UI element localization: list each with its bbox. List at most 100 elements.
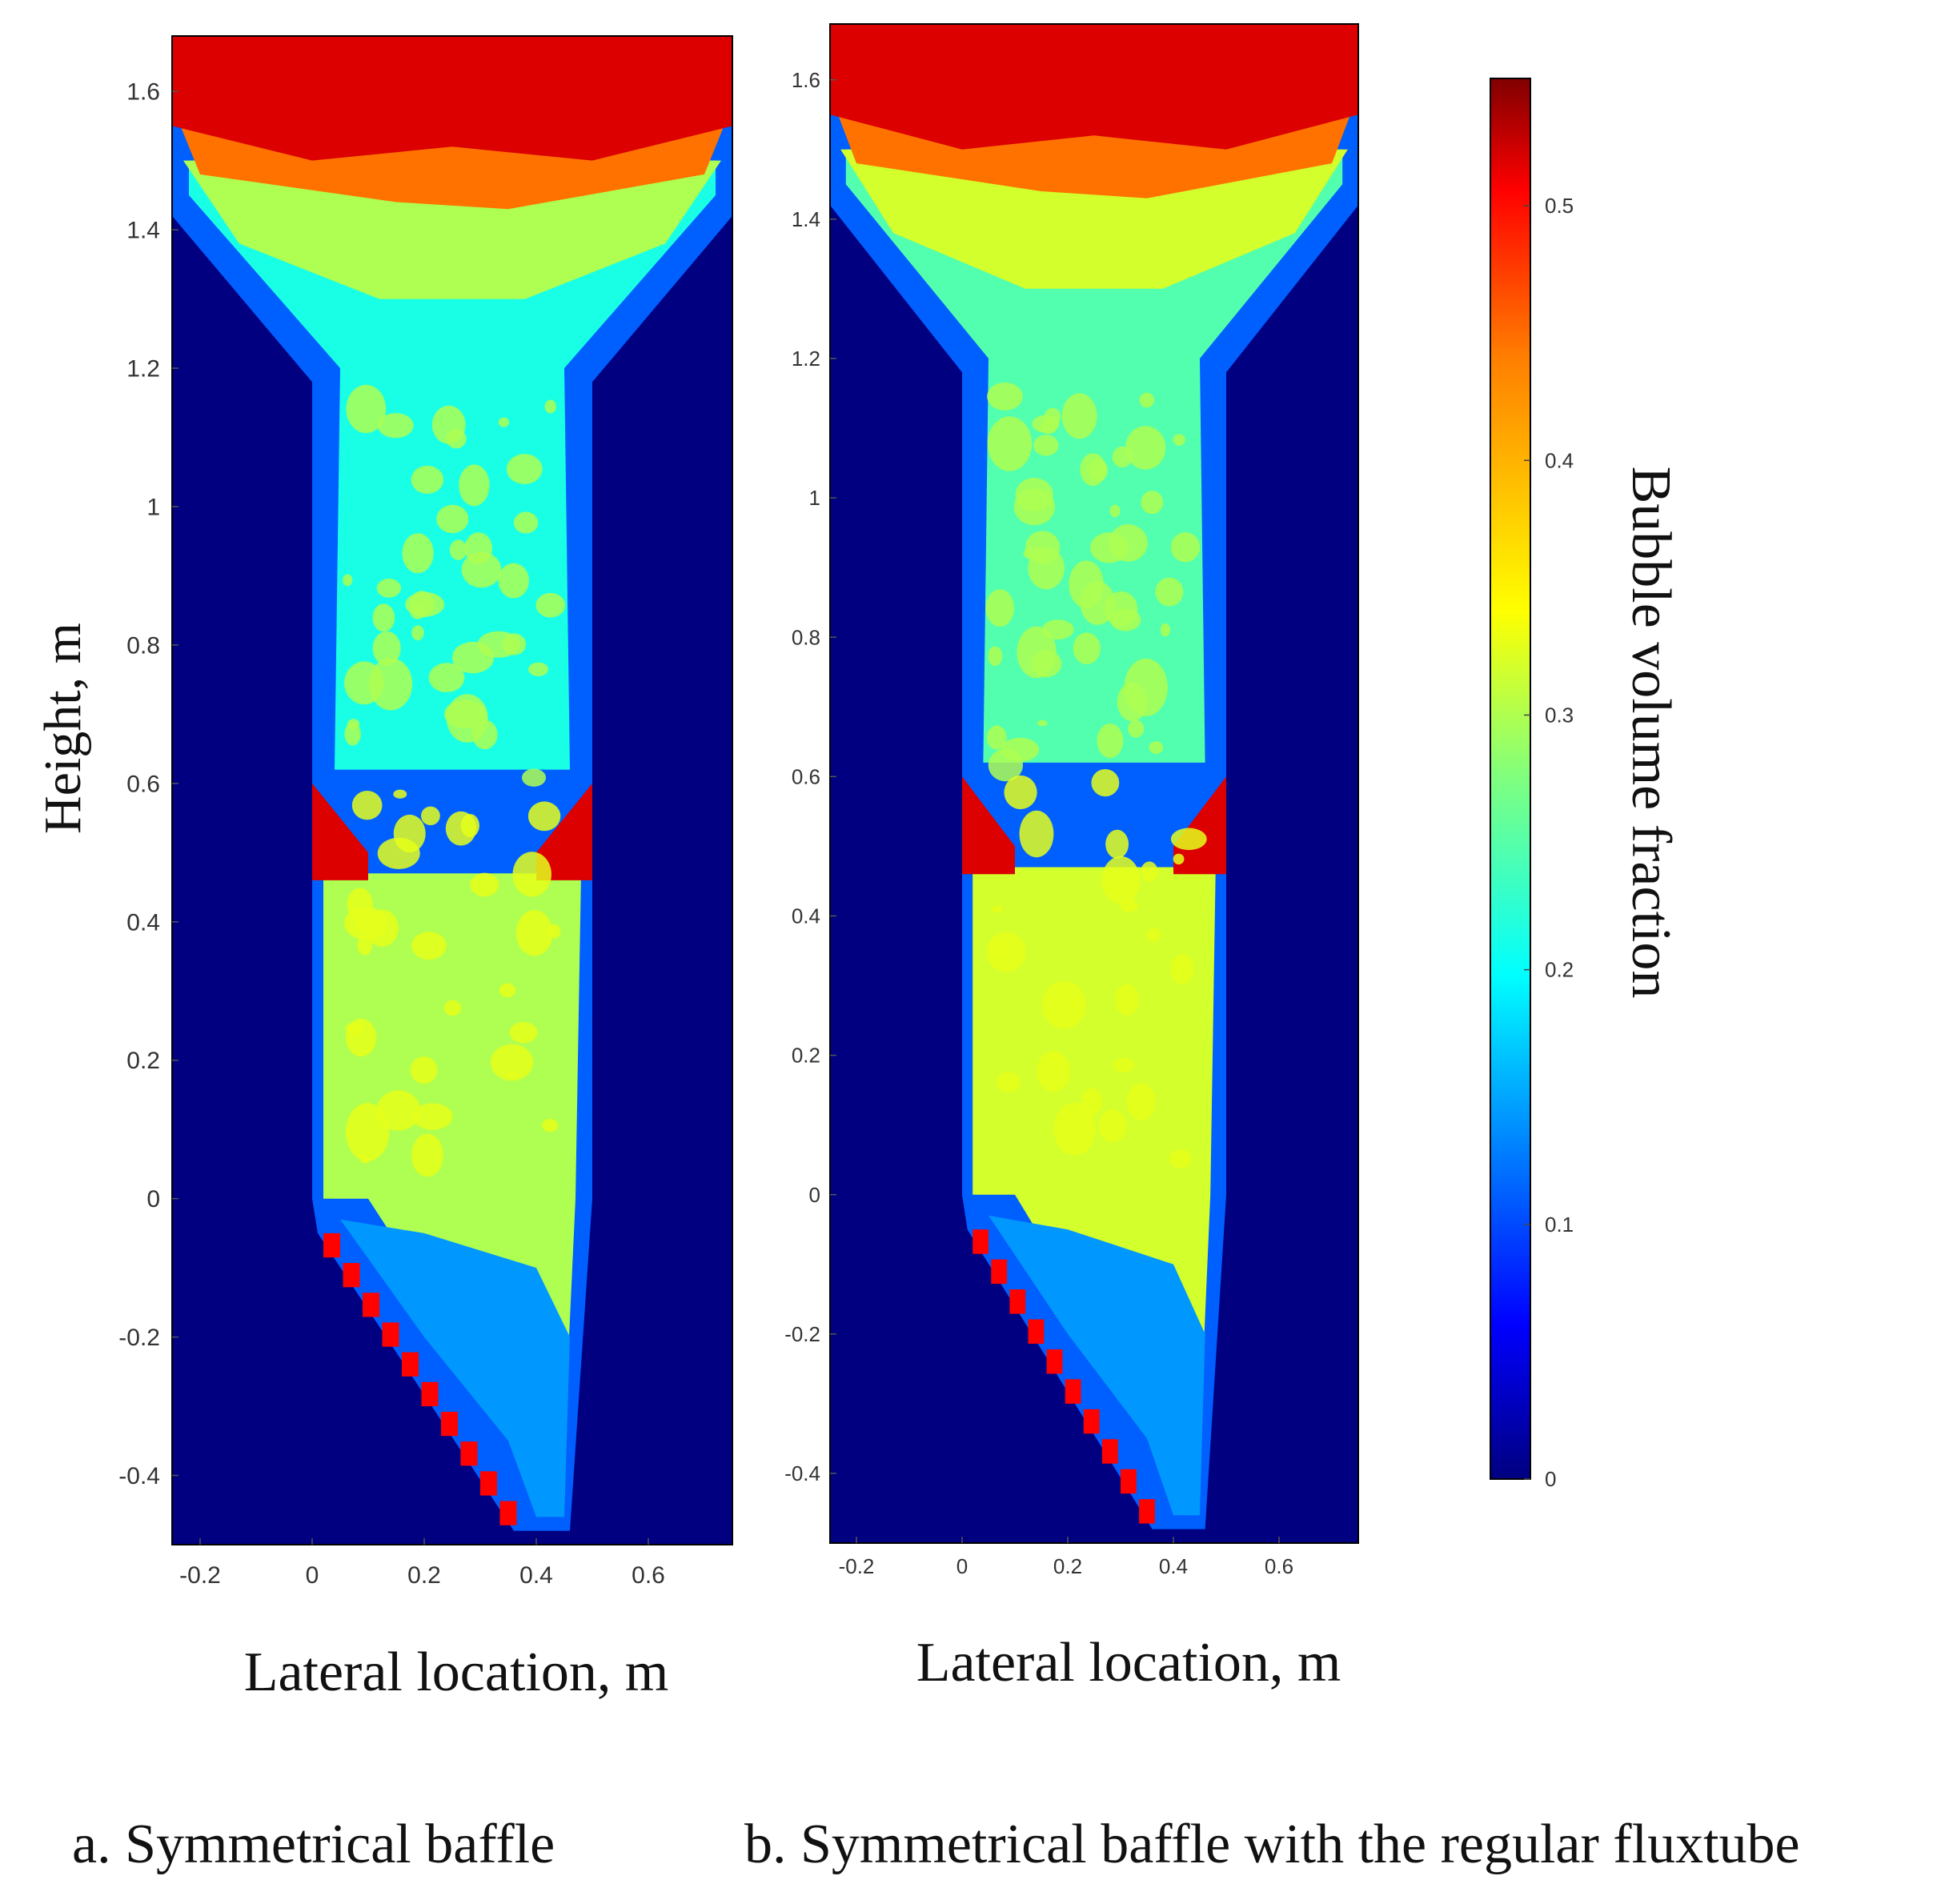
colorbar-bar — [1490, 78, 1531, 1480]
panel-b-bubble-patch — [987, 382, 1023, 411]
panel-b-bubble-patch — [1104, 591, 1138, 627]
panel-a-baffle-left-corner — [312, 783, 368, 880]
panel-b-xtick-label: 0 — [956, 1554, 968, 1578]
panel-a-inlet-step — [402, 1352, 419, 1377]
panel-b-bubble-patch — [1119, 899, 1138, 912]
panel-a-bubble-patch — [345, 1022, 364, 1035]
panel-a-bubble-patch — [502, 633, 527, 655]
colorbar: 0 0.1 0.2 0.3 0.4 0.5 Bubble volume fraction — [1490, 78, 1682, 1491]
panel-b-xtick-label: -0.2 — [839, 1554, 875, 1578]
panel-b-bubble-patch — [1032, 415, 1060, 433]
panel-b-ytick-label: 0.6 — [792, 764, 820, 788]
panel-a-caption: a. Symmetrical baffle — [72, 1814, 555, 1875]
panel-a-bubble-patch — [369, 657, 413, 711]
panel-b-bubble-patch — [1170, 828, 1207, 851]
panel-a-bubble-patch — [512, 852, 551, 897]
panel-a-bubble-patch — [346, 384, 387, 434]
colorbar-tick-label: 0.4 — [1545, 448, 1574, 472]
panel-b-bubble-patch — [1025, 531, 1061, 564]
panel-b-bubble-patch — [1170, 954, 1194, 984]
panel-a-bubble-patch — [521, 768, 547, 787]
panel-a-xtick-label: 0.2 — [407, 1562, 441, 1589]
panel-b-bubble-patch — [1139, 392, 1155, 408]
panel-a-plot: -0.4 -0.2 0 0.2 0.4 0.6 0.8 1 1.2 1.4 1.6 -0.2 0 0.2 0… — [34, 35, 733, 1703]
panel-a-bubble-patch — [535, 592, 566, 618]
colorbar-tick-label: 0.1 — [1545, 1213, 1574, 1237]
panel-a-ytick-label: 1.2 — [126, 356, 160, 383]
panel-a-bubble-patch — [498, 417, 510, 427]
panel-a-xtick-label: 0.4 — [519, 1562, 553, 1589]
panel-b-ytick-label: 1.6 — [792, 68, 820, 92]
panel-b-ytick-label: 0 — [809, 1183, 820, 1207]
panel-a-ytick-label: 0.6 — [126, 771, 160, 797]
panel-b-bubble-patch — [1004, 775, 1037, 810]
panel-b-bubble-patch — [1173, 434, 1185, 446]
panel-a-bubble-patch — [498, 563, 529, 599]
panel-b-inlet-step — [1121, 1469, 1137, 1494]
panel-b-bubble-patch — [1170, 531, 1201, 563]
panel-b-bubble-patch — [1097, 724, 1124, 759]
panel-a-bubble-patch — [446, 694, 488, 743]
panel-a-bubble-patch — [343, 574, 353, 587]
panel-a-bubble-patch — [372, 603, 395, 632]
panel-a-inlet-step — [421, 1381, 439, 1407]
panel-a-bubble-patch — [411, 625, 424, 641]
panel-b-bubble-patch — [1128, 720, 1145, 738]
panel-a-inlet-step — [499, 1501, 517, 1525]
panel-a-bubble-patch — [351, 791, 383, 820]
panel-b-bubble-patch — [985, 589, 1015, 627]
panel-b-axes-frame — [829, 23, 1359, 1544]
panel-b-bubble-patch — [1112, 1057, 1135, 1073]
panel-a-bubble-patch — [443, 1000, 462, 1016]
panel-b-bubble-patch — [992, 905, 1003, 913]
panel-b-xlabel: Lateral location, m — [916, 1632, 1341, 1694]
panel-a-bubble-patch — [344, 722, 361, 746]
panel-a-bubble-patch — [431, 405, 466, 444]
panel-a-bubble-patch — [515, 910, 553, 956]
panel-a-bubble-patch — [436, 504, 469, 534]
panel-b-bubble-patch — [997, 1072, 1021, 1092]
panel-a-stepped-inlet — [340, 1219, 570, 1517]
panel-b-bubble-patch — [1112, 446, 1133, 468]
panel-b-bubble-patch — [1030, 650, 1062, 678]
panel-a-bubble-patch — [528, 662, 549, 676]
panel-a-baffle-right-corner — [536, 783, 592, 880]
panel-a-bubble-patch — [499, 983, 516, 998]
panel-b-bubble-patch — [1115, 984, 1139, 1016]
panel-b-inlet-step — [1065, 1379, 1081, 1404]
panel-a-inlet-step — [460, 1441, 478, 1466]
panel-b-bubble-patch — [1149, 741, 1164, 754]
panel-b-bubble-patch — [988, 646, 1003, 667]
panel-b-inlet-step — [1083, 1409, 1100, 1434]
panel-a-xtick-label: 0 — [306, 1562, 319, 1589]
panel-b-bubble-patch — [1141, 491, 1164, 515]
panel-a-axes-frame — [171, 35, 733, 1545]
panel-b-bubble-patch — [1101, 856, 1141, 904]
panel-b-bubble-patch — [988, 937, 1009, 959]
panel-a-bubble-patch — [393, 789, 407, 799]
panel-a-bubble-patch — [409, 591, 435, 618]
panel-b-ytick-label: -0.2 — [784, 1322, 820, 1346]
panel-a-xtick-label: -0.2 — [179, 1562, 221, 1589]
panel-b-bubble-patch — [1109, 504, 1121, 518]
panel-a-bubble-patch — [449, 539, 467, 560]
panel-a-bubble-patch — [365, 909, 399, 947]
panel-a-bubble-patch — [548, 924, 561, 939]
colorbar-tick-label: 0 — [1545, 1467, 1556, 1491]
colorbar-tick-label: 0.5 — [1545, 194, 1574, 218]
panel-a-inlet-step — [323, 1233, 340, 1258]
panel-b-xtick-label: 0.6 — [1265, 1554, 1293, 1578]
panel-b-bubble-patch — [1019, 810, 1054, 858]
panel-a-bubble-patch — [411, 1133, 443, 1177]
panel-b-ytick-label: 1.4 — [792, 207, 820, 231]
panel-a-bubble-patch — [354, 917, 368, 932]
panel-b-inlet-step — [1101, 1439, 1118, 1464]
panel-b-inlet-step — [972, 1229, 989, 1254]
panel-b-bubble-patch — [1126, 1083, 1156, 1121]
panel-a-ytick-label: 0.4 — [126, 909, 160, 936]
panel-a-bubble-patch — [490, 1044, 534, 1081]
panel-a-ylabel: Height, m — [34, 623, 92, 834]
colorbar-tick-label: 0.2 — [1545, 958, 1574, 982]
panel-b-bubble-patch — [1141, 861, 1158, 882]
